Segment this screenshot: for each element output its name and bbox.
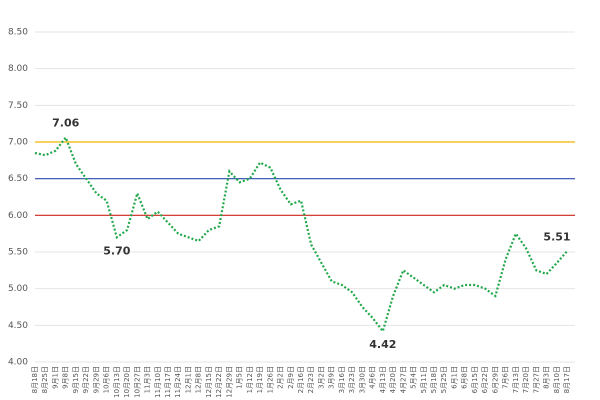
y-tick-label: 4.50 xyxy=(8,321,28,331)
x-tick-label: 1月12日 xyxy=(246,366,254,393)
x-tick-label: 10月13日 xyxy=(113,366,121,398)
x-tick-label: 11月17日 xyxy=(164,366,172,398)
x-tick-label: 5月4日 xyxy=(410,366,418,389)
x-tick-label: 7月27日 xyxy=(532,366,540,393)
x-tick-label: 3月30日 xyxy=(358,366,366,393)
x-tick-label: 10月27日 xyxy=(133,366,141,398)
x-tick-label: 8月3日 xyxy=(543,366,551,389)
x-tick-label: 8月25日 xyxy=(41,366,49,393)
x-tick-label: 12月15日 xyxy=(205,366,213,398)
x-tick-label: 12月29日 xyxy=(225,366,233,398)
x-tick-label: 10月20日 xyxy=(123,366,131,398)
x-tick-label: 7月13日 xyxy=(512,366,520,393)
x-tick-label: 9月22日 xyxy=(82,366,90,393)
x-tick-label: 7月6日 xyxy=(502,366,510,389)
annotation: 4.42 xyxy=(369,338,396,351)
x-tick-label: 11月24日 xyxy=(174,366,182,398)
x-tick-label: 1月5日 xyxy=(236,366,244,389)
x-tick-label: 4月20日 xyxy=(389,366,397,393)
annotation: 5.70 xyxy=(103,244,130,257)
y-tick-label: 6.00 xyxy=(8,211,28,221)
annotation: 7.06 xyxy=(52,117,79,130)
x-tick-label: 6月22日 xyxy=(481,366,489,393)
x-tick-label: 4月27日 xyxy=(399,366,407,393)
x-tick-label: 8月17日 xyxy=(563,366,571,393)
x-tick-label: 9月8日 xyxy=(62,366,70,389)
x-tick-label: 2月9日 xyxy=(287,366,295,389)
x-tick-label: 1月19日 xyxy=(256,366,264,393)
y-tick-label: 5.50 xyxy=(8,248,28,258)
x-tick-label: 12月22日 xyxy=(215,366,223,398)
y-tick-label: 6.50 xyxy=(8,174,28,184)
x-tick-label: 9月29日 xyxy=(92,366,100,393)
x-tick-label: 8月10日 xyxy=(553,366,561,393)
x-tick-label: 10月6日 xyxy=(103,366,111,393)
y-tick-label: 5.00 xyxy=(8,284,28,294)
x-tick-label: 3月16日 xyxy=(338,366,346,393)
y-tick-label: 7.00 xyxy=(8,138,28,148)
x-tick-label: 8月18日 xyxy=(31,366,39,393)
y-tick-label: 7.50 xyxy=(8,101,28,111)
x-tick-label: 5月11日 xyxy=(420,366,428,393)
y-tick-label: 4.00 xyxy=(8,358,28,368)
x-tick-label: 2月23日 xyxy=(307,366,315,393)
x-tick-label: 11月3日 xyxy=(144,366,152,393)
x-tick-label: 2月2日 xyxy=(277,366,285,389)
x-tick-label: 1月26日 xyxy=(266,366,274,393)
x-tick-label: 4月6日 xyxy=(369,366,377,389)
x-tick-label: 3月23日 xyxy=(348,366,356,393)
x-tick-label: 6月1日 xyxy=(450,366,458,389)
x-tick-label: 5月18日 xyxy=(430,366,438,393)
y-tick-label: 8.50 xyxy=(8,28,28,38)
y-tick-label: 8.00 xyxy=(8,64,28,74)
x-tick-label: 3月9日 xyxy=(328,366,336,389)
x-tick-label: 9月15日 xyxy=(72,366,80,393)
annotation: 5.51 xyxy=(543,230,570,243)
x-tick-label: 4月13日 xyxy=(379,366,387,393)
series-line xyxy=(34,135,568,334)
x-tick-label: 9月1日 xyxy=(51,366,59,389)
x-tick-label: 2月16日 xyxy=(297,366,305,393)
x-tick-label: 6月15日 xyxy=(471,366,479,393)
x-tick-label: 5月25日 xyxy=(440,366,448,393)
x-tick-label: 6月8日 xyxy=(461,366,469,389)
x-tick-label: 6月29日 xyxy=(491,366,499,393)
x-tick-label: 12月1日 xyxy=(184,366,192,393)
x-tick-label: 7月20日 xyxy=(522,366,530,393)
x-tick-label: 3月2日 xyxy=(317,366,325,389)
x-tick-label: 11月10日 xyxy=(154,366,162,398)
x-tick-label: 12月8日 xyxy=(195,366,203,393)
